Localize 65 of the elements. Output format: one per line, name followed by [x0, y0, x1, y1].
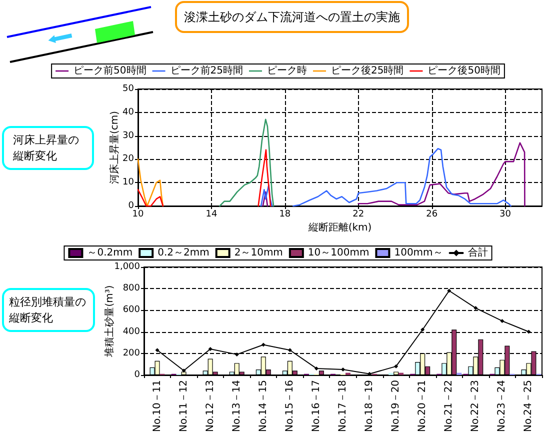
x-tick-label: No.16－17 — [310, 380, 322, 432]
legend-label: 10～100mm — [308, 248, 370, 258]
point — [261, 342, 266, 347]
point — [500, 318, 504, 323]
x-tick-label: No.17－18 — [338, 380, 348, 432]
legend-label: ピーク時 — [267, 64, 307, 76]
legend-label: ～0.2mm — [87, 248, 133, 258]
y-tick-label: 40 — [122, 107, 134, 118]
y-tick-label: 1,000 — [114, 262, 140, 272]
x-tick-label: No.18－19 — [364, 380, 376, 432]
point — [314, 366, 318, 370]
legend-label: 合計 — [468, 246, 488, 258]
y-tick-label: 400 — [122, 326, 140, 337]
y-tick-label: 20 — [122, 154, 134, 164]
point — [155, 348, 160, 352]
x-tick-label: No.13－14 — [231, 380, 242, 432]
line-series — [219, 118, 274, 207]
x-tick-label: No.10－11 — [152, 380, 163, 432]
x-tick-label: No.24－25 — [523, 380, 534, 432]
x-tick-label: No.22－23 — [470, 380, 482, 432]
y-axis-title: 河床上昇量(cm) — [108, 110, 120, 184]
y-tick-label: 0 — [128, 201, 134, 211]
x-tick-label: No.12－13 — [204, 380, 216, 432]
legend-label: ピーク後50時間 — [428, 64, 500, 76]
y-tick-label: 50 — [122, 84, 134, 94]
line-series — [137, 158, 164, 207]
point — [394, 364, 398, 368]
chart-title: 浚渫土砂のダム下流河道への置土の実施 — [184, 10, 400, 24]
legend-label: 100mm～ — [394, 248, 443, 258]
point — [474, 306, 478, 310]
point — [341, 368, 345, 372]
x-tick-label: No.15－16 — [284, 380, 296, 432]
x-tick-label: No.21－22 — [444, 380, 455, 432]
point — [420, 328, 425, 332]
point — [234, 352, 239, 356]
x-tick-label: 30 — [500, 210, 512, 220]
y-tick-label: 200 — [122, 348, 140, 358]
y-tick-label: 800 — [122, 284, 140, 294]
legend-label: 2～10mm — [234, 248, 283, 258]
x-tick-label: No.19－20 — [390, 380, 402, 432]
point — [526, 330, 531, 334]
x-tick-label: No.20－21 — [417, 380, 428, 432]
y-tick-label: 30 — [122, 130, 134, 141]
x-tick-label: 22 — [352, 210, 364, 220]
legend-label: 0.2～2mm — [158, 248, 210, 258]
legend-label: ピーク後25時間 — [331, 64, 404, 76]
x-tick-label: 26 — [426, 210, 438, 220]
x-axis-title: 縦断距離(km) — [307, 222, 372, 234]
point — [447, 288, 452, 293]
x-tick-label: 14 — [206, 210, 218, 220]
y-tick-label: 0 — [134, 370, 140, 380]
x-tick-label: 18 — [279, 210, 291, 220]
x-tick-label: No.23－24 — [496, 380, 508, 432]
point — [288, 348, 292, 352]
legend-label: ピーク前50時間 — [74, 64, 146, 76]
text: 粒径別堆積量の縦断変化 — [8, 296, 86, 324]
x-tick-label: No.11－12 — [178, 380, 190, 432]
y-axis-title: 堆積土砂量(m³) — [104, 285, 116, 358]
point — [208, 347, 212, 352]
text: 河床上昇量の縦断変化 — [12, 134, 79, 162]
y-tick-label: 10 — [122, 178, 134, 188]
legend-label: ピーク前25時間 — [170, 64, 244, 76]
y-tick-label: 600 — [122, 305, 140, 316]
x-tick-label: No.14－15 — [258, 380, 269, 432]
point — [182, 368, 186, 373]
